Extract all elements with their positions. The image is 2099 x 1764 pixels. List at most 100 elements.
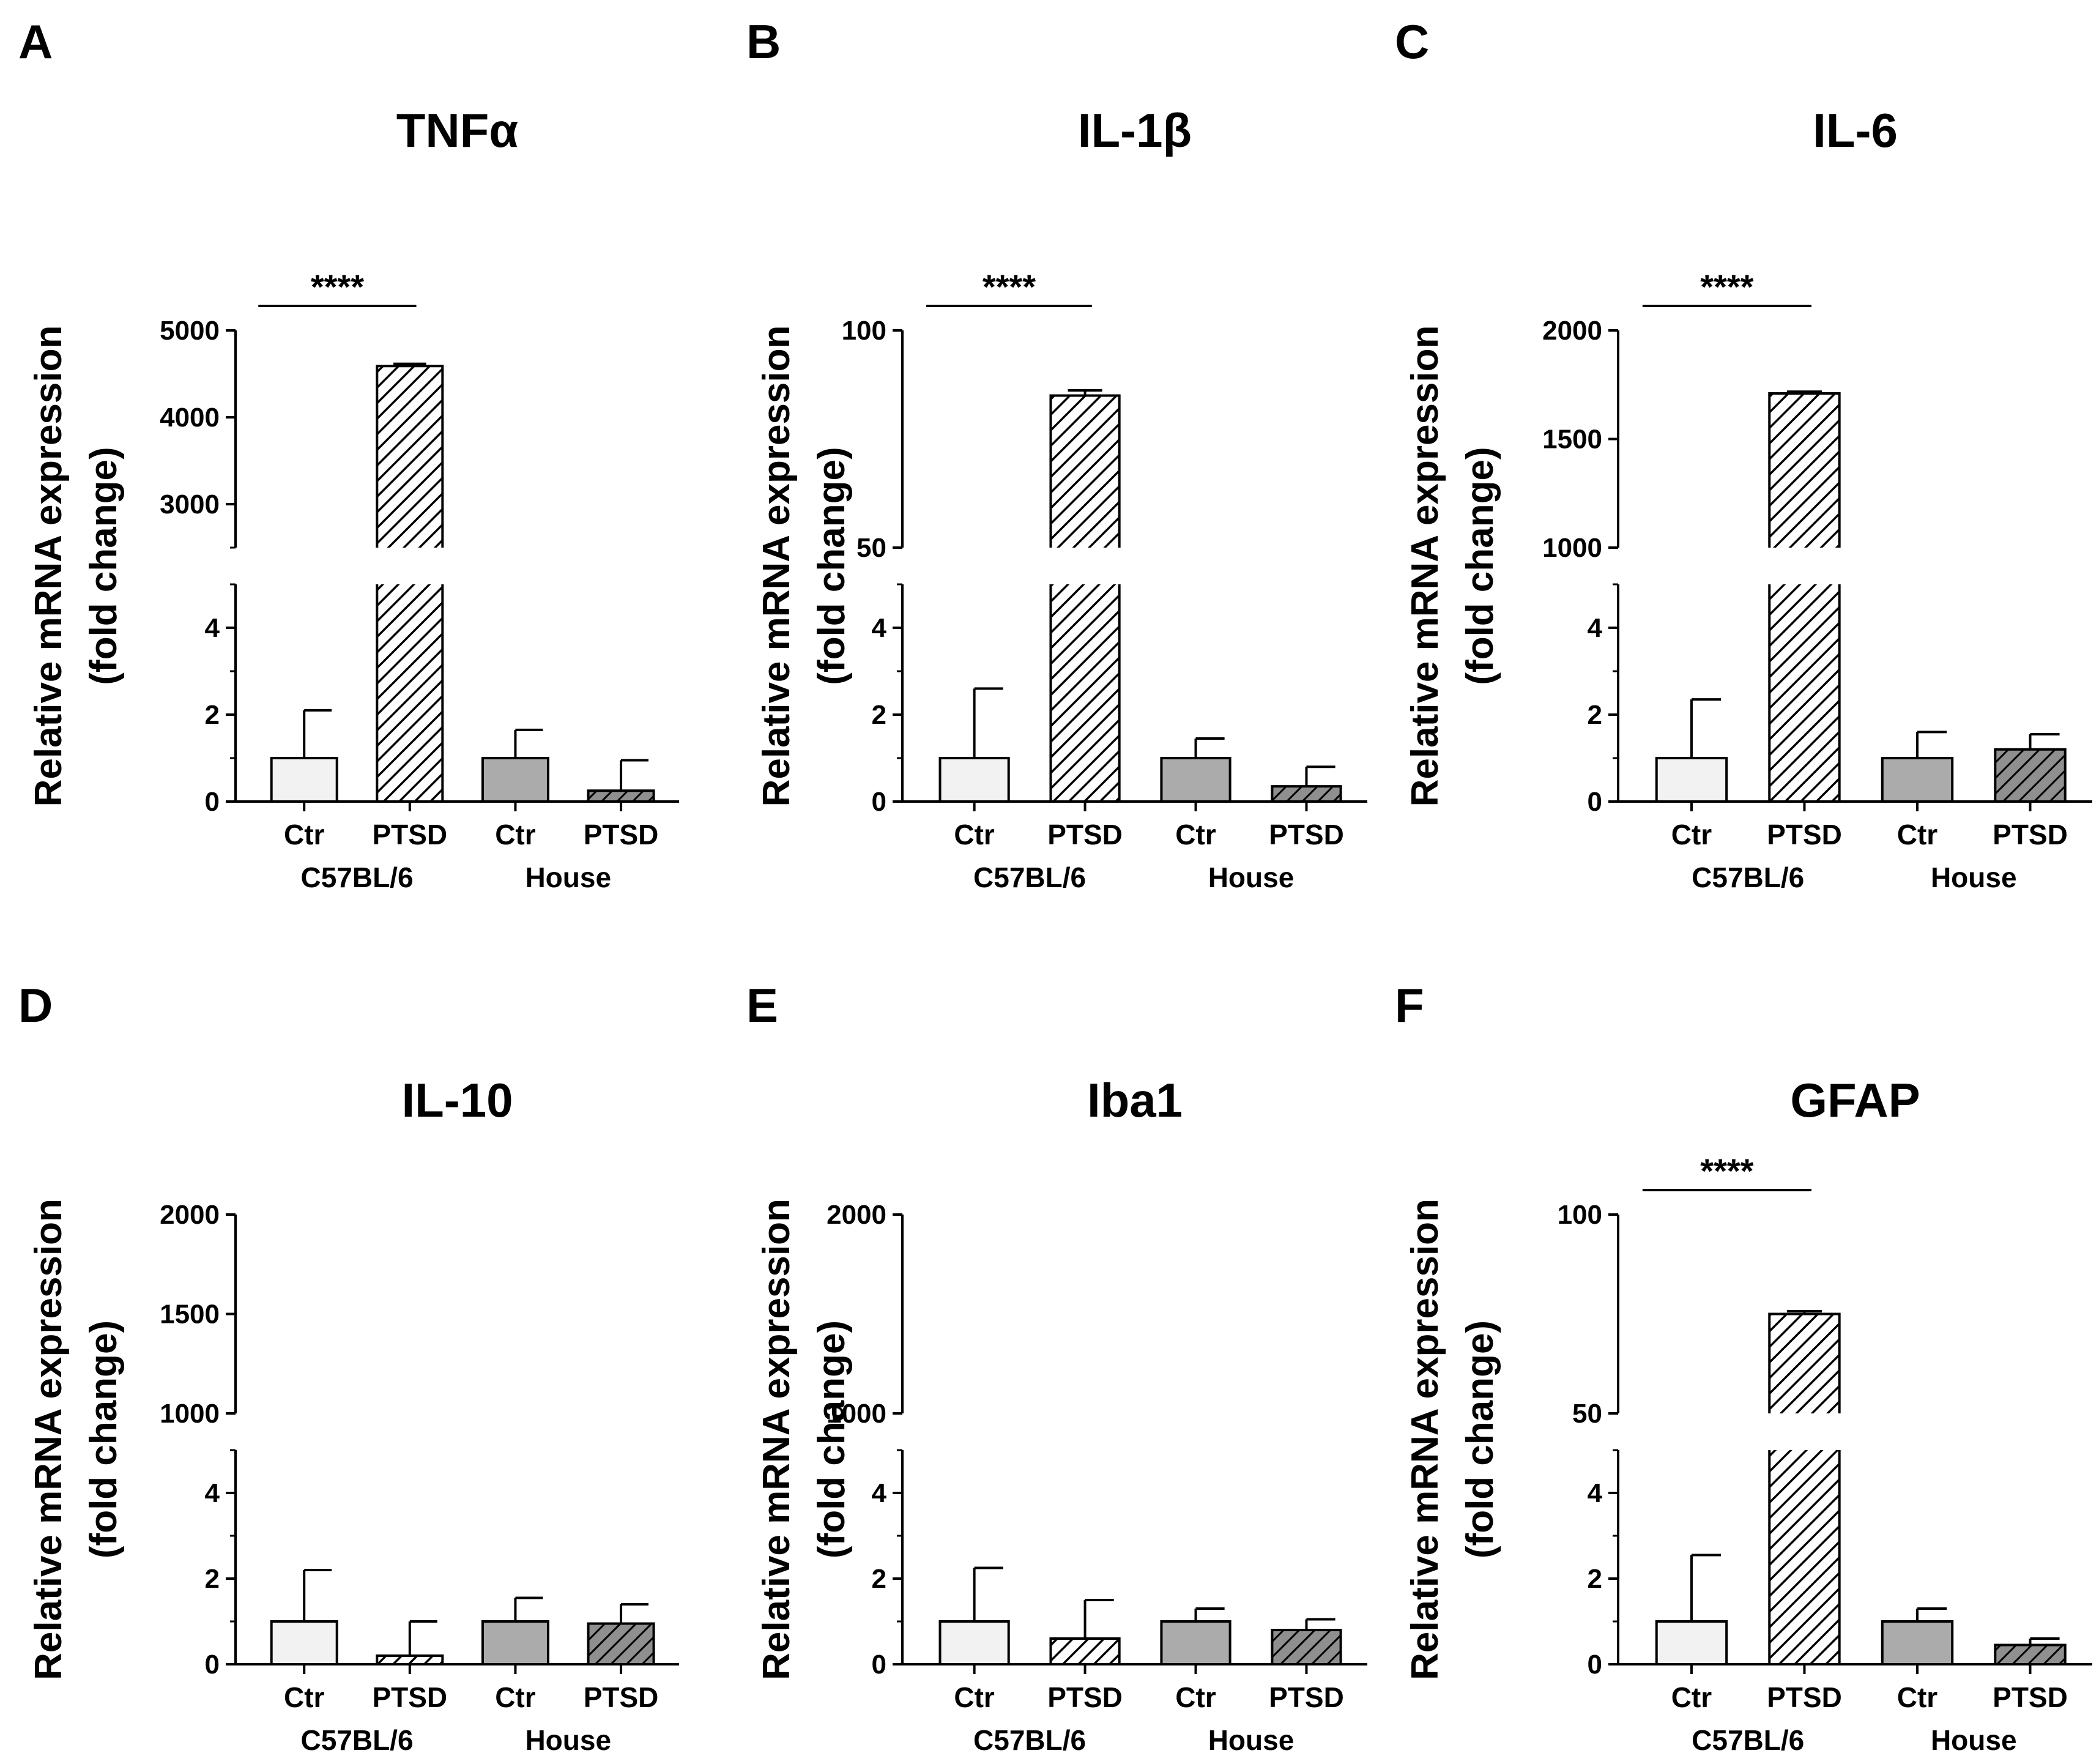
x-tick-label: PTSD [1767, 819, 1842, 850]
bar [587, 789, 655, 803]
x-tick-label: PTSD [1767, 1681, 1842, 1713]
x-tick-label: Ctr [1897, 819, 1938, 850]
group-label: House [1208, 862, 1295, 893]
panel-e: E Iba1 Relative mRNA expression (fold chang… [746, 978, 1367, 1756]
tick-label: 2 [872, 700, 886, 730]
panel-c: C IL-6 Relative mRNA expression (fold chang… [1395, 15, 2092, 893]
tick-label: 4000 [160, 403, 220, 433]
x-tick-label: Ctr [495, 819, 536, 850]
bar [1050, 584, 1120, 802]
group-label: C57BL/6 [973, 1724, 1086, 1756]
bar-upper [1769, 1314, 1840, 1413]
tick-label: 100 [1558, 1200, 1602, 1230]
bar-upper [377, 366, 443, 548]
x-tick-label: PTSD [1269, 1681, 1344, 1713]
panel-a: A TNFα Relative mRNA expression (fold chang… [18, 15, 679, 893]
tick-label: 0 [205, 1650, 220, 1680]
tick-label: 50 [1572, 1399, 1602, 1429]
tick-label: 0 [1588, 787, 1602, 817]
bar [1994, 748, 2067, 803]
group-label: House [1931, 1724, 2017, 1756]
panel-letter: F [1395, 978, 1424, 1032]
panel-letter: A [18, 15, 53, 69]
group-label: C57BL/6 [300, 862, 413, 893]
y-axis-label: Relative mRNA expression [1404, 1199, 1446, 1680]
bar [481, 757, 549, 803]
chart-title: TNFα [396, 103, 519, 157]
panel-f: F GFAP Relative mRNA expression (fold chang… [1395, 978, 2092, 1756]
y-axis-label-sub: (fold change) [1459, 447, 1501, 685]
tick-label: 50 [856, 533, 886, 563]
panel-letter: C [1395, 15, 1429, 69]
x-tick-label: Ctr [1671, 1681, 1712, 1713]
tick-label: 2000 [160, 1200, 220, 1230]
y-axis-label-sub: (fold change) [811, 447, 853, 685]
tick-label: 4 [205, 613, 220, 643]
group-label: C57BL/6 [300, 1724, 413, 1756]
y-axis-label: Relative mRNA expression [756, 1199, 798, 1680]
bar [1160, 757, 1232, 803]
tick-label: 2 [872, 1564, 886, 1594]
group-label: C57BL/6 [1692, 862, 1804, 893]
tick-label: 4 [1588, 1478, 1603, 1508]
bar [1271, 785, 1342, 803]
tick-label: 1000 [1542, 533, 1602, 563]
x-tick-label: Ctr [1671, 819, 1712, 850]
x-tick-label: Ctr [1175, 1681, 1216, 1713]
significance-label: **** [311, 267, 364, 306]
panel-letter: E [746, 978, 778, 1032]
x-tick-label: Ctr [284, 1681, 325, 1713]
tick-label: 0 [872, 1650, 886, 1680]
y-axis-label-sub: (fold change) [83, 1320, 125, 1558]
bar [270, 1620, 338, 1665]
bar-upper [1769, 393, 1840, 548]
group-label: House [525, 1724, 611, 1756]
x-tick-label: PTSD [1269, 819, 1344, 850]
bar [1655, 1620, 1728, 1665]
tick-label: 2000 [1542, 316, 1602, 346]
tick-label: 1500 [1542, 425, 1602, 455]
x-tick-label: Ctr [495, 1681, 536, 1713]
x-tick-label: PTSD [1047, 819, 1123, 850]
group-label: House [1208, 1724, 1295, 1756]
bar [1881, 1620, 1954, 1665]
y-axis-label-sub: (fold change) [811, 1320, 853, 1558]
tick-label: 2 [1588, 1564, 1602, 1594]
significance-label: **** [983, 267, 1036, 306]
bar [481, 1620, 549, 1665]
x-tick-label: Ctr [954, 1681, 995, 1713]
chart-title: IL-10 [401, 1073, 513, 1127]
significance-label: **** [1700, 1152, 1753, 1190]
tick-label: 100 [842, 316, 886, 346]
x-tick-label: PTSD [584, 819, 659, 850]
bar [938, 757, 1010, 803]
group-label: House [525, 862, 611, 893]
group-label: C57BL/6 [1692, 1724, 1804, 1756]
y-axis-label: Relative mRNA expression [1404, 326, 1446, 807]
tick-label: 1500 [160, 1300, 220, 1330]
x-tick-label: PTSD [372, 819, 447, 850]
chart-title: IL-6 [1813, 103, 1898, 157]
bar [1160, 1620, 1232, 1665]
tick-label: 0 [872, 787, 886, 817]
tick-label: 2 [1588, 700, 1602, 730]
bar [1271, 1629, 1342, 1665]
tick-label: 4 [872, 613, 887, 643]
chart-title: GFAP [1790, 1073, 1920, 1127]
tick-label: 3000 [160, 489, 220, 519]
x-tick-label: Ctr [1175, 819, 1216, 850]
tick-label: 2 [205, 1564, 220, 1594]
x-tick-label: Ctr [954, 819, 995, 850]
tick-label: 1000 [827, 1399, 886, 1429]
panel-letter: D [18, 978, 53, 1032]
x-tick-label: PTSD [1993, 819, 2068, 850]
tick-label: 2 [205, 700, 220, 730]
bar [270, 757, 338, 803]
y-axis-label: Relative mRNA expression [756, 326, 798, 807]
x-tick-label: PTSD [372, 1681, 447, 1713]
bar [1049, 1637, 1121, 1665]
x-tick-label: PTSD [1047, 1681, 1123, 1713]
tick-label: 0 [1588, 1650, 1602, 1680]
tick-label: 0 [205, 787, 220, 817]
